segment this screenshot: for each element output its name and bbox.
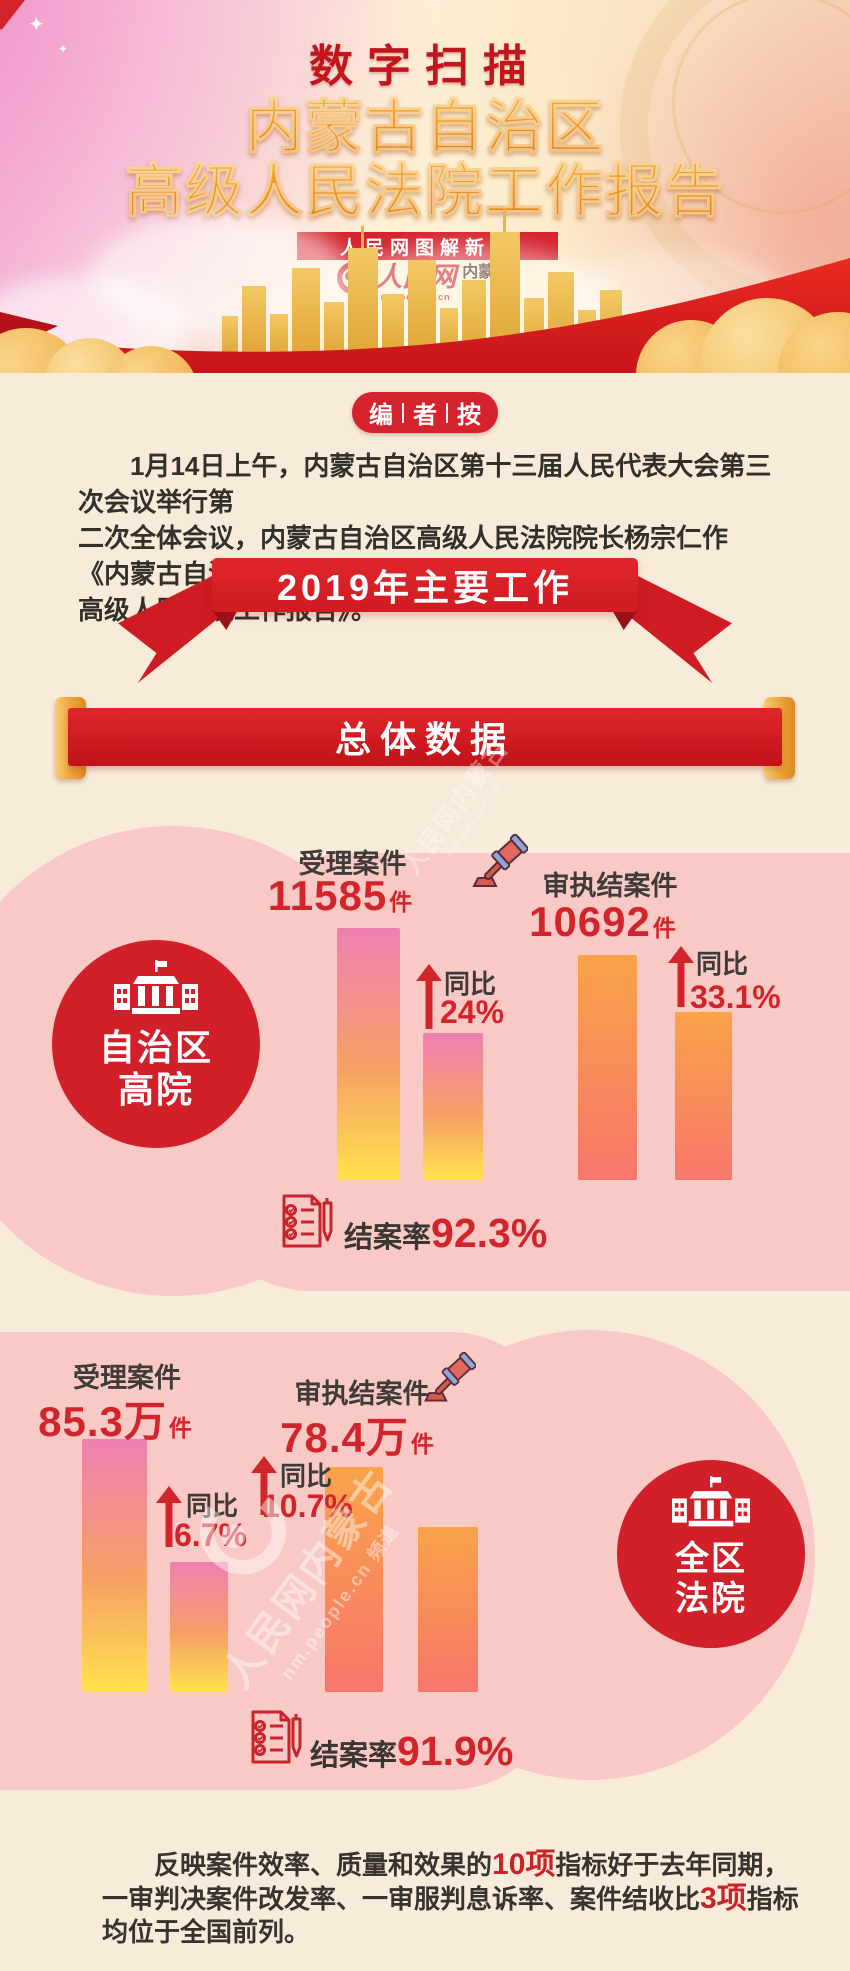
closing-rate-row: 结案率 92.3%: [344, 1210, 548, 1256]
yoy-value: 10.7%: [262, 1488, 353, 1524]
yoy-label: 同比: [444, 969, 497, 999]
bar-accepted-previous: [170, 1562, 228, 1692]
editor-note-badge: 编 者 按: [352, 392, 498, 433]
up-arrow-icon: [156, 1486, 182, 1547]
entity-badge-high-court: 自治区 高院: [52, 940, 260, 1148]
up-arrow-icon: [668, 946, 694, 1007]
checklist-pen-icon: [282, 1194, 333, 1248]
closing-rate-row: 结案率 91.9%: [310, 1728, 514, 1774]
yoy-label: 同比: [280, 1461, 333, 1491]
kicker-title: 数字扫描: [309, 42, 541, 91]
accepted-cases-label: 受理案件: [298, 849, 407, 879]
bar-closed-previous: [418, 1527, 478, 1692]
up-arrow-icon: [416, 964, 442, 1029]
main-title-line2: 高级人民法院工作报告: [0, 144, 850, 228]
yoy-value: 24%: [440, 994, 505, 1030]
checklist-pen-icon: [251, 1710, 302, 1764]
government-building-icon: [114, 960, 198, 1014]
editor-note-char: 按: [457, 402, 481, 429]
bar-accepted-current: [82, 1439, 147, 1692]
closed-cases-value: 78.4万件: [280, 1414, 434, 1461]
closed-cases-value: 10692件: [529, 898, 676, 945]
gavel-icon: [424, 1352, 476, 1402]
subsection-banner-overall-data: 总体数据: [68, 708, 782, 766]
main-title-line1: 内蒙古自治区: [0, 80, 850, 164]
yoy-label: 同比: [696, 949, 749, 979]
bar-accepted-previous: [423, 1033, 483, 1180]
accepted-cases-value: 11585件: [267, 872, 413, 919]
accepted-cases-label: 受理案件: [73, 1363, 181, 1393]
panel-high-court: [200, 853, 850, 1291]
divider: [446, 402, 448, 423]
watermark: 人民网内蒙古 nm.people.cn 频道: [132, 1402, 425, 1714]
editor-note-char: 编: [369, 402, 393, 429]
up-arrow-icon: [251, 1456, 277, 1515]
editor-note-char: 者: [413, 402, 437, 429]
gavel-icon: [472, 834, 528, 887]
divider: [402, 402, 404, 423]
government-building-icon: [672, 1476, 750, 1527]
bar-closed-previous: [675, 1012, 732, 1180]
accepted-cases-value: 85.3万件: [38, 1398, 192, 1445]
summary-note: 反映案件效率、质量和效果的10项指标好于去年同期， 一审判决案件改发率、一审服判息…: [102, 1848, 799, 1947]
bar-closed-current: [578, 955, 637, 1180]
people-daily-swirl-icon: [200, 1496, 286, 1575]
entity-name-line: 自治区: [98, 1027, 213, 1068]
sparkle-icon: ✦: [58, 42, 69, 56]
entity-name-line: 法院: [675, 1580, 747, 1618]
entity-name-line: 高院: [117, 1069, 194, 1110]
closed-cases-label: 审执结案件: [542, 871, 678, 901]
section-banner-2019: 2019年主要工作: [212, 558, 638, 612]
bar-closed-current: [325, 1467, 383, 1692]
bar-accepted-current: [337, 928, 400, 1180]
yoy-value: 33.1%: [690, 979, 781, 1015]
entity-name-line: 全区: [675, 1540, 747, 1578]
entity-badge-region-courts: 全区 法院: [617, 1460, 805, 1648]
closed-cases-label: 审执结案件: [294, 1379, 430, 1409]
sparkle-icon: ✦: [28, 14, 45, 36]
yoy-value: 6.7%: [174, 1517, 247, 1553]
corner-ribbon-decoration: [0, 0, 25, 30]
header: ✦ ✦ 数字扫描 内蒙古自治区 高级人民法院工作报告 人民网图解新闻 人民网 n…: [0, 0, 850, 373]
yoy-label: 同比: [186, 1491, 239, 1521]
